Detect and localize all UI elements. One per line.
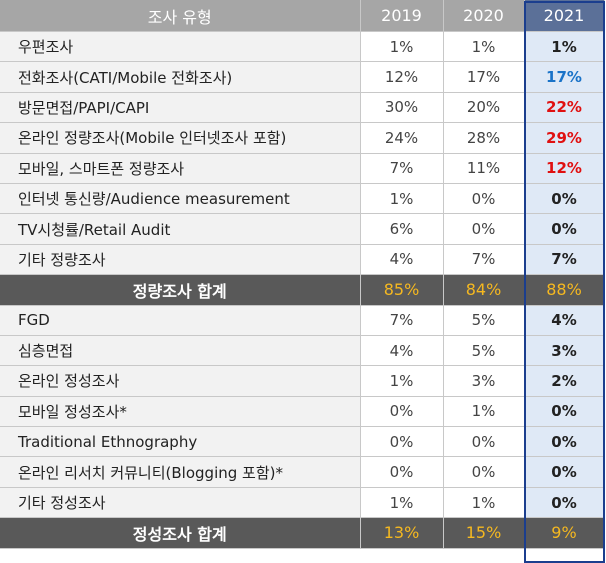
row-label: 전화조사(CATI/Mobile 전화조사) <box>0 61 361 93</box>
value-2021: 4% <box>524 305 605 336</box>
table-row: TV시청률/Retail Audit 6% 0% 0% <box>0 213 605 245</box>
value-2021: 0% <box>524 396 605 428</box>
value-2019: 1% <box>360 31 444 63</box>
value-2019: 13% <box>360 517 444 549</box>
row-label: 정성조사 합계 <box>0 517 361 549</box>
value-2020: 5% <box>443 305 525 336</box>
table-row: 모바일 정성조사* 0% 1% 0% <box>0 396 605 428</box>
row-label: 온라인 리서치 커뮤니티(Blogging 포함)* <box>0 456 361 488</box>
value-2020: 20% <box>443 92 525 124</box>
value-2020: 84% <box>443 274 525 306</box>
value-2021: 3% <box>524 335 605 367</box>
value-2019: 4% <box>360 244 444 276</box>
value-2021: 29% <box>524 122 605 154</box>
table-row: 우편조사 1% 1% 1% <box>0 31 605 63</box>
row-label: 정량조사 합계 <box>0 274 361 306</box>
value-2021: 17% <box>524 61 605 93</box>
row-label: TV시청률/Retail Audit <box>0 213 361 245</box>
value-2021: 2% <box>524 365 605 397</box>
row-label: 온라인 정량조사(Mobile 인터넷조사 포함) <box>0 122 361 154</box>
value-2020: 0% <box>443 426 525 458</box>
row-label: Traditional Ethnography <box>0 426 361 458</box>
total-row: 정성조사 합계 13% 15% 9% <box>0 517 605 549</box>
value-2020: 0% <box>443 213 525 245</box>
value-2019: 0% <box>360 396 444 428</box>
row-label: 기타 정량조사 <box>0 244 361 276</box>
value-2020: 28% <box>443 122 525 154</box>
row-label: 방문면접/PAPI/CAPI <box>0 92 361 124</box>
value-2019: 12% <box>360 61 444 93</box>
value-2020: 3% <box>443 365 525 397</box>
header-2020: 2020 <box>443 0 525 32</box>
value-2021: 0% <box>524 456 605 488</box>
value-2020: 1% <box>443 31 525 63</box>
value-2019: 1% <box>360 365 444 397</box>
value-2020: 0% <box>443 456 525 488</box>
total-row: 정량조사 합계 85% 84% 88% <box>0 274 605 306</box>
value-2021: 12% <box>524 153 605 184</box>
value-2021: 7% <box>524 244 605 276</box>
table-row: 심층면접 4% 5% 3% <box>0 335 605 367</box>
value-2020: 15% <box>443 517 525 549</box>
value-2019: 6% <box>360 213 444 245</box>
table-row: 전화조사(CATI/Mobile 전화조사) 12% 17% 17% <box>0 61 605 93</box>
value-2020: 11% <box>443 153 525 184</box>
value-2021: 0% <box>524 426 605 458</box>
value-2020: 0% <box>443 183 525 215</box>
header-2019: 2019 <box>360 0 444 32</box>
row-label: 온라인 정성조사 <box>0 365 361 397</box>
header-row: 조사 유형 2019 2020 2021 <box>0 0 605 32</box>
value-2020: 1% <box>443 487 525 519</box>
table-row: Traditional Ethnography 0% 0% 0% <box>0 426 605 458</box>
value-2021: 9% <box>524 517 605 549</box>
header-survey-type: 조사 유형 <box>0 0 361 32</box>
table-row: FGD 7% 5% 4% <box>0 305 605 336</box>
row-label: 우편조사 <box>0 31 361 63</box>
table-row: 인터넷 통신량/Audience measurement 1% 0% 0% <box>0 183 605 215</box>
value-2019: 24% <box>360 122 444 154</box>
table-row: 온라인 정성조사 1% 3% 2% <box>0 365 605 397</box>
table-row: 방문면접/PAPI/CAPI 30% 20% 22% <box>0 92 605 124</box>
value-2019: 85% <box>360 274 444 306</box>
value-2019: 7% <box>360 305 444 336</box>
value-2019: 7% <box>360 153 444 184</box>
value-2021: 88% <box>524 274 605 306</box>
value-2020: 7% <box>443 244 525 276</box>
value-2021: 0% <box>524 487 605 519</box>
table-row: 모바일, 스마트폰 정량조사 7% 11% 12% <box>0 153 605 184</box>
value-2020: 1% <box>443 396 525 428</box>
table-row: 온라인 정량조사(Mobile 인터넷조사 포함) 24% 28% 29% <box>0 122 605 154</box>
row-label: 모바일, 스마트폰 정량조사 <box>0 153 361 184</box>
table-row: 기타 정성조사 1% 1% 0% <box>0 487 605 519</box>
row-label: 모바일 정성조사* <box>0 396 361 428</box>
row-label: 인터넷 통신량/Audience measurement <box>0 183 361 215</box>
row-label: 기타 정성조사 <box>0 487 361 519</box>
table-row: 기타 정량조사 4% 7% 7% <box>0 244 605 276</box>
value-2020: 5% <box>443 335 525 367</box>
value-2019: 0% <box>360 456 444 488</box>
value-2019: 0% <box>360 426 444 458</box>
table-row: 온라인 리서치 커뮤니티(Blogging 포함)* 0% 0% 0% <box>0 456 605 488</box>
value-2019: 30% <box>360 92 444 124</box>
row-label: FGD <box>0 305 361 336</box>
value-2021: 1% <box>524 31 605 63</box>
value-2019: 4% <box>360 335 444 367</box>
row-label: 심층면접 <box>0 335 361 367</box>
value-2021: 22% <box>524 92 605 124</box>
header-2021: 2021 <box>524 0 605 32</box>
value-2019: 1% <box>360 183 444 215</box>
value-2021: 0% <box>524 213 605 245</box>
value-2021: 0% <box>524 183 605 215</box>
survey-type-table: 조사 유형 2019 2020 2021 우편조사 1% 1% 1% 전화조사(CATI… <box>0 0 605 549</box>
value-2019: 1% <box>360 487 444 519</box>
value-2020: 17% <box>443 61 525 93</box>
